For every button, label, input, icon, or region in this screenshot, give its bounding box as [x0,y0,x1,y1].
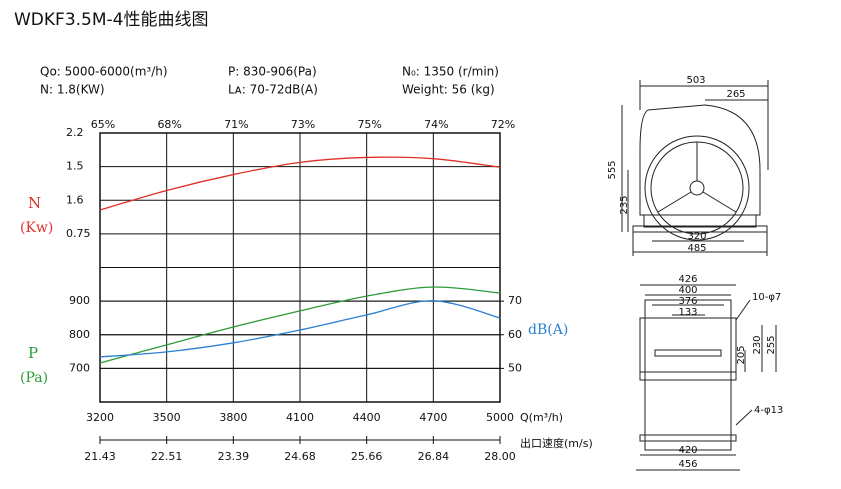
curve [99,156,501,211]
spec: Qo: 5000-6000(m³/h) [40,65,168,79]
efficiency-label: 71% [224,118,248,131]
dim: 230 [752,335,763,354]
x2-tick-label: 25.66 [351,450,383,463]
x2-axis-label: 出口速度(m/s) [520,436,593,450]
n-axis-label: N [28,194,41,212]
front-view [621,80,769,256]
dim: 503 [686,75,705,86]
x2-tick-label: 28.00 [484,450,516,463]
dim: 485 [687,243,706,254]
dim: 4-φ13 [754,405,783,416]
n-tick-label: 1.6 [66,193,84,206]
x-tick-label: 3800 [219,411,247,424]
x2-tick-label: 22.51 [151,450,183,463]
efficiency-label: 75% [357,118,381,131]
dim: 133 [678,307,697,318]
spec: P: 830-906(Pa) [228,65,317,79]
spec: Weight: 56 (kg) [402,83,495,97]
y-tick-label: 900 [69,294,90,307]
x-tick-label: 4100 [286,411,314,424]
n-tick-label: 0.75 [66,227,91,240]
p-axis-label: P [28,344,38,362]
x-tick-label: 4400 [353,411,381,424]
dim: 235 [619,195,630,214]
spec: Lᴀ: 70-72dB(A) [228,83,318,97]
side-dims: 426 400 376 133 10-φ7 205 230 255 4-φ13 … [678,274,783,470]
efficiency-label: 72% [491,118,515,131]
efficiency-label: 73% [291,118,315,131]
x2-tick-label: 23.39 [218,450,250,463]
dim: 426 [678,274,697,285]
spec: N₀: 1350 (r/min) [402,65,499,79]
spec: N: 1.8(KW) [40,83,105,97]
dim: 320 [687,231,706,242]
x-tick-label: 4700 [419,411,447,424]
curve [99,286,501,364]
y2-tick-label: 70 [508,294,522,307]
y-tick-label: 800 [69,328,90,341]
x-tick-label: 5000 [486,411,514,424]
efficiency-label: 74% [424,118,448,131]
efficiency-label: 68% [157,118,181,131]
x-axis-label: Q(m³/h) [520,411,563,424]
x2-tick-label: 21.43 [84,450,116,463]
dim: 456 [678,459,697,470]
curve [99,300,501,358]
dim: 400 [678,285,697,296]
dim: 10-φ7 [752,292,781,303]
plot-frame [99,132,501,403]
n-tick-label: 2.2 [66,126,84,139]
x2-tick-label: 26.84 [418,450,450,463]
dim: 420 [678,445,697,456]
x2-tick-label: 24.68 [284,450,316,463]
x-tick-label: 3500 [153,411,181,424]
front-dims: 503 265 555 235 320 485 [607,75,746,254]
dim: 555 [607,160,618,179]
y2-tick-label: 50 [508,361,522,374]
efficiency-label: 65% [91,118,115,131]
dim: 376 [678,296,697,307]
p-axis-label: (Pa) [20,370,48,386]
db-axis-label: dB(A) [528,322,568,338]
side-view [636,284,777,471]
title: WDKF3.5M-4性能曲线图 [14,10,208,30]
y-tick-label: 700 [69,361,90,374]
n-axis-label: (Kw) [20,220,53,236]
x-tick-label: 3200 [86,411,114,424]
y2-tick-label: 60 [508,328,522,341]
dim: 255 [766,335,777,354]
dim: 265 [726,89,745,100]
dim: 205 [736,345,747,364]
n-tick-label: 1.5 [66,160,84,173]
